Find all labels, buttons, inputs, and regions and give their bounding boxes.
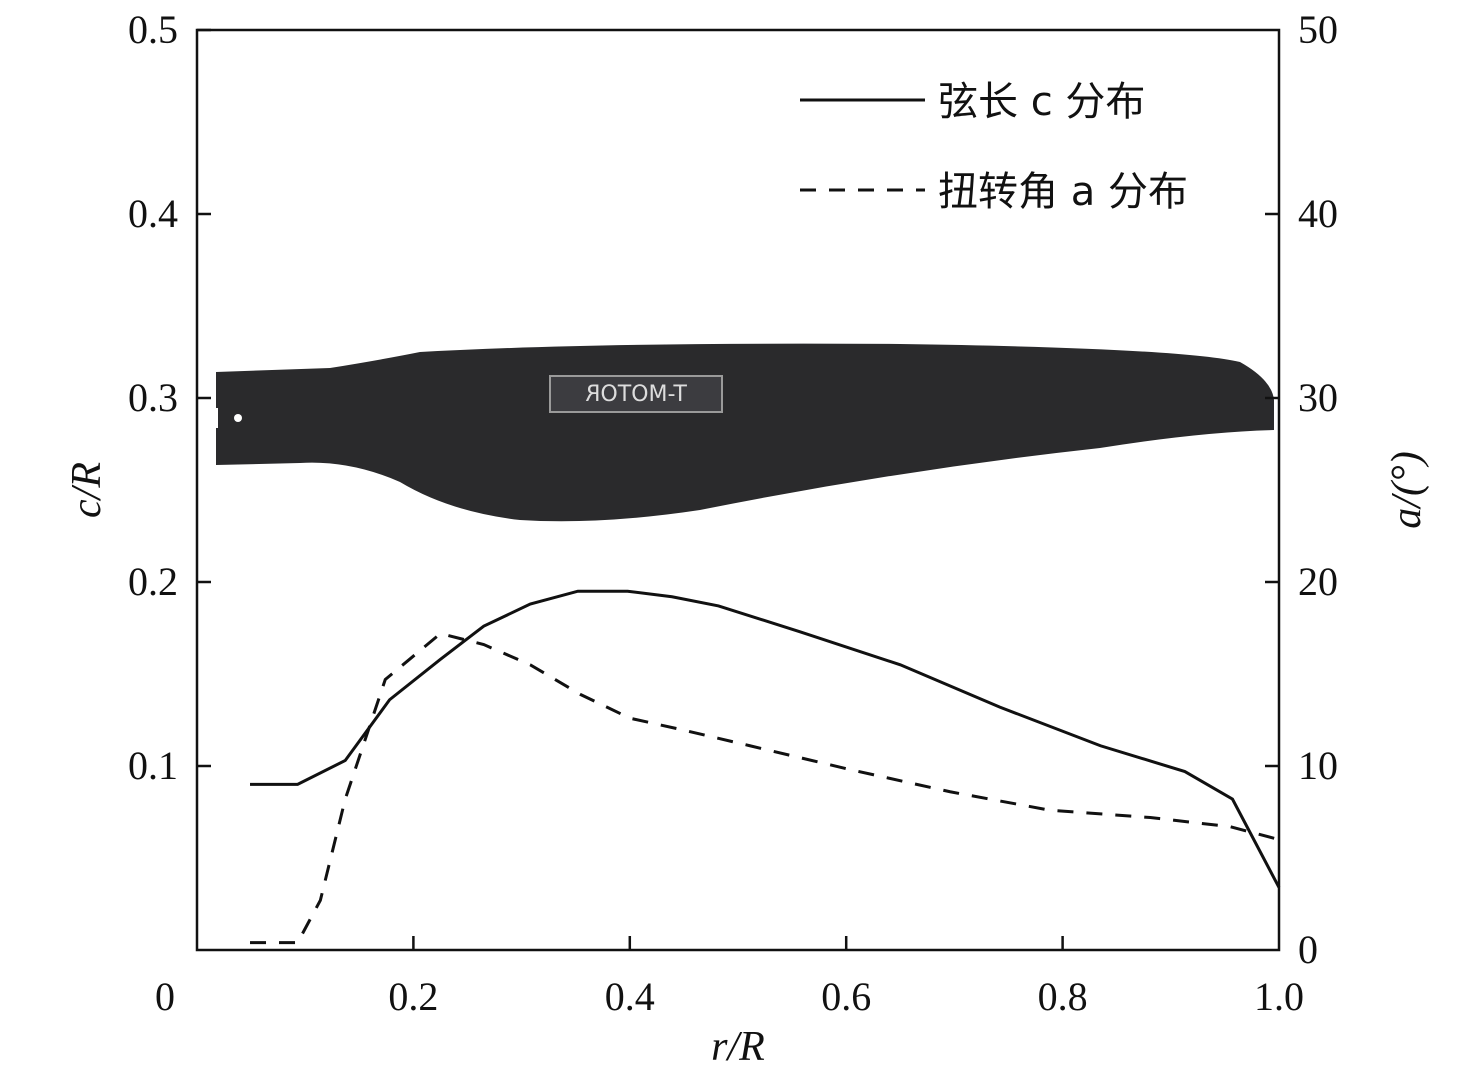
y2-tick-label: 10 (1298, 743, 1338, 788)
twist-point (850, 769, 851, 770)
logo-text: T-MOTOR (585, 382, 688, 407)
x-tick-label: 0 (155, 974, 175, 1019)
y2-tick-label: 30 (1298, 375, 1338, 420)
x-tick-label: 0.6 (821, 974, 871, 1019)
x-tick-label: 1.0 (1254, 974, 1304, 1019)
twist-line (250, 631, 1280, 945)
y2-tick-label: 20 (1298, 559, 1338, 604)
y-tick-label: 0.4 (128, 191, 178, 236)
x-axis-label: r/R (711, 1024, 765, 1070)
legend-label-twist: 扭转角 a 分布 (938, 169, 1188, 215)
y-tick-label: 0.1 (128, 743, 178, 788)
twist-point (629, 718, 630, 719)
y2-tick-label: 50 (1298, 7, 1338, 52)
y-tick-label: 0.3 (128, 375, 178, 420)
y-tick-label: 0.2 (128, 559, 178, 604)
x-tick-label: 0.8 (1038, 974, 1088, 1019)
y2-axis-label: a/(°) (1384, 451, 1430, 528)
twist-point (297, 942, 298, 943)
x-tick-label: 0.4 (605, 974, 655, 1019)
legend: 弦长 c 分布 扭转角 a 分布 (800, 79, 1188, 215)
plot-frame (195, 28, 1281, 952)
x-tick-label: 0.2 (388, 974, 438, 1019)
y2-tick-label: 0 (1298, 927, 1318, 972)
twist-point (440, 633, 441, 634)
chord-line (250, 589, 1281, 889)
legend-label-chord: 弦长 c 分布 (938, 79, 1145, 125)
twist-point (345, 799, 346, 800)
propeller-image: T-MOTOR (200, 343, 1274, 522)
y-axis-label: c/R (64, 462, 110, 518)
twist-point (1049, 810, 1050, 811)
twist-point (679, 729, 680, 730)
y-tick-label: 0.5 (128, 7, 178, 52)
y2-tick-label: 40 (1298, 191, 1338, 236)
